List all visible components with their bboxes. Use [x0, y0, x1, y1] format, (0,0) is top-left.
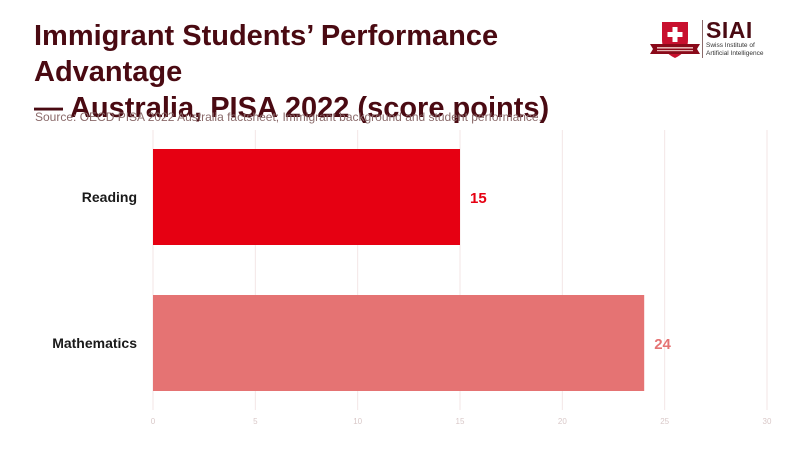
bar-reading: [153, 149, 460, 245]
bar-mathematics: [153, 295, 645, 391]
data-label-mathematics: 24: [654, 336, 671, 353]
x-tick-label-15: 15: [456, 417, 465, 426]
x-tick-label-10: 10: [353, 417, 362, 426]
siai-logo: SIAI Swiss Institute of Artificial Intel…: [648, 18, 768, 62]
swiss-shield-icon: [650, 22, 700, 58]
x-tick-label-5: 5: [253, 417, 258, 426]
x-tick-label-20: 20: [558, 417, 567, 426]
x-tick-label-30: 30: [763, 417, 772, 426]
x-tick-label-0: 0: [151, 417, 156, 426]
logo-subtitle-line-2: Artificial Intelligence: [706, 49, 764, 57]
logo-text: SIAI Swiss Institute of Artificial Intel…: [706, 18, 763, 57]
chart-title-line-1: Immigrant Students’ Performance Advantag…: [34, 20, 499, 88]
chart-title-line-2: — Australia, PISA 2022 (score points): [34, 92, 550, 124]
category-label-mathematics: Mathematics: [52, 335, 137, 351]
logo-subtitle-line-1: Swiss Institute of: [706, 42, 755, 49]
logo-divider: [702, 20, 703, 58]
data-label-reading: 15: [470, 190, 487, 207]
chart-title: Immigrant Students’ Performance Advantag…: [34, 18, 634, 126]
category-label-reading: Reading: [82, 189, 137, 205]
x-tick-label-25: 25: [660, 417, 669, 426]
logo-name: SIAI: [706, 17, 753, 43]
source-note: Source: OECD PISA 2022 Australia factshe…: [35, 110, 542, 124]
